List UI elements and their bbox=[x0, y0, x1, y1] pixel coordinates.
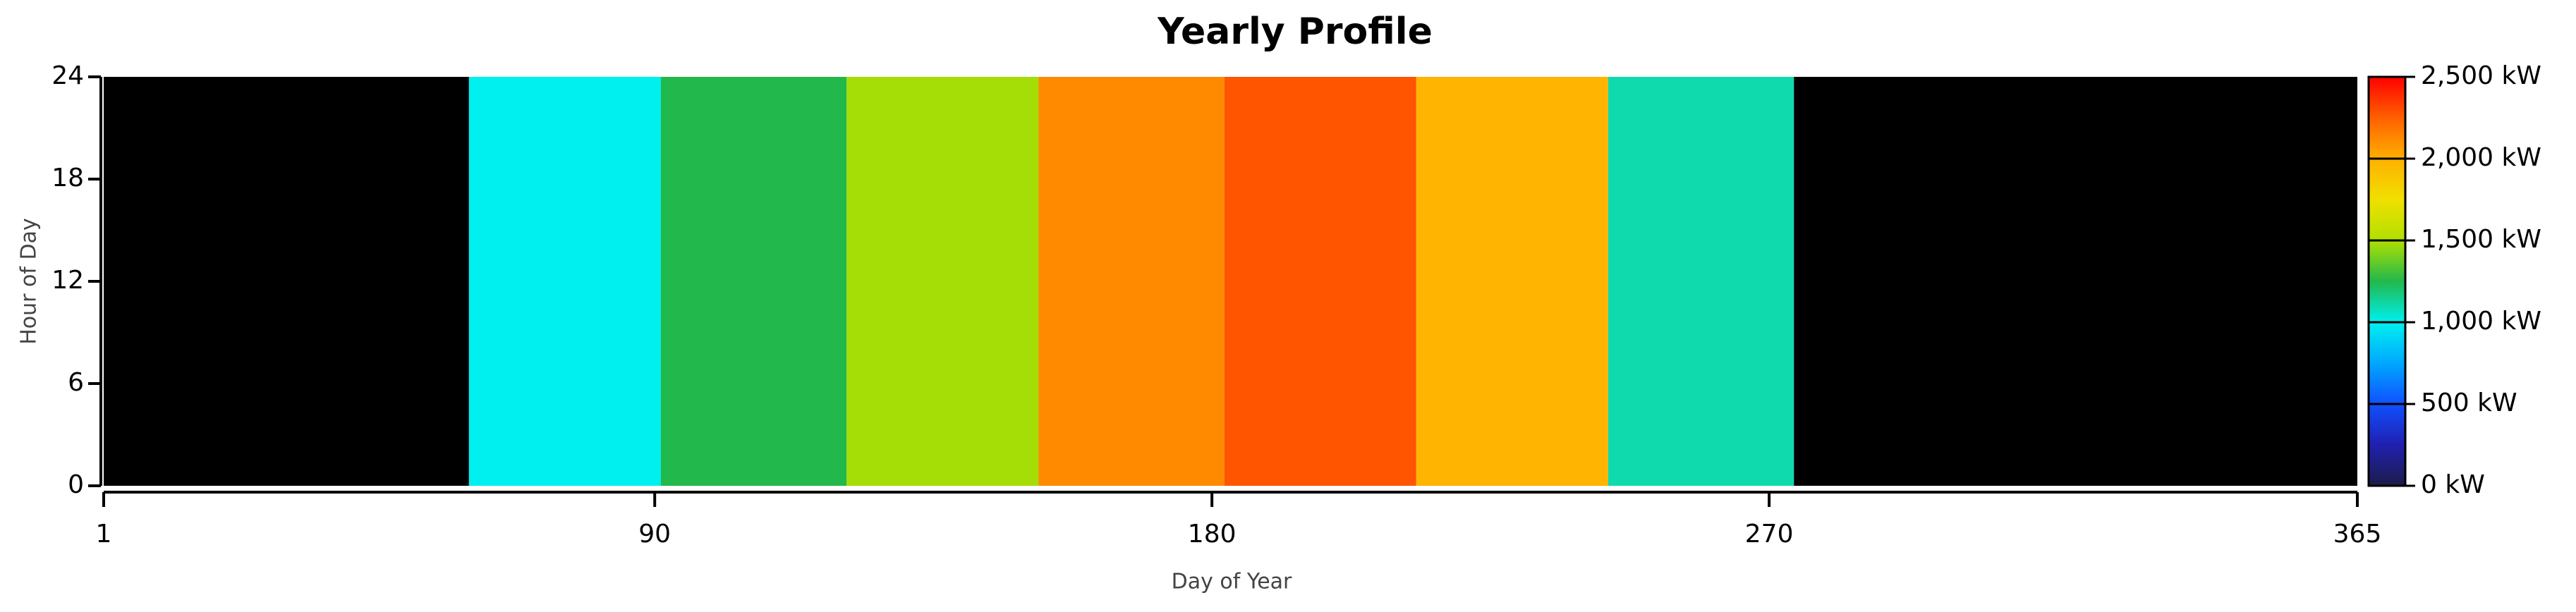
x-tick-label: 365 bbox=[2333, 520, 2382, 549]
x-axis-title: Day of Year bbox=[1172, 570, 1292, 594]
colorbar-label: 500 kW bbox=[2421, 388, 2517, 417]
x-tick-label: 1 bbox=[96, 520, 112, 549]
y-axis-title: Hour of Day bbox=[17, 218, 42, 345]
y-tick-label: 18 bbox=[51, 164, 84, 192]
heat-cell bbox=[1608, 77, 1794, 486]
colorbar-label: 2,500 kW bbox=[2421, 61, 2541, 90]
chart-title: Yearly Profile bbox=[1157, 11, 1433, 53]
heat-cell bbox=[468, 77, 661, 486]
x-tick-label: 270 bbox=[1745, 520, 1794, 549]
y-tick-label: 24 bbox=[51, 61, 84, 90]
colorbar-label: 1,000 kW bbox=[2421, 307, 2541, 336]
y-tick-label: 12 bbox=[51, 266, 84, 295]
heat-cell bbox=[846, 77, 1039, 486]
heat-cell bbox=[1794, 77, 2357, 486]
heat-cell bbox=[1416, 77, 1608, 486]
colorbar-label: 0 kW bbox=[2421, 470, 2485, 499]
heat-cell bbox=[660, 77, 847, 486]
x-tick-label: 180 bbox=[1188, 520, 1237, 549]
heat-cell bbox=[1224, 77, 1416, 486]
colorbar bbox=[2367, 75, 2407, 487]
colorbar-label: 2,000 kW bbox=[2421, 143, 2541, 172]
y-tick-label: 6 bbox=[68, 368, 84, 397]
heat-cell bbox=[104, 77, 469, 486]
heat-cell bbox=[1038, 77, 1225, 486]
colorbar-label: 1,500 kW bbox=[2421, 225, 2541, 254]
x-tick-label: 90 bbox=[638, 520, 671, 549]
y-tick-label: 0 bbox=[68, 470, 84, 499]
